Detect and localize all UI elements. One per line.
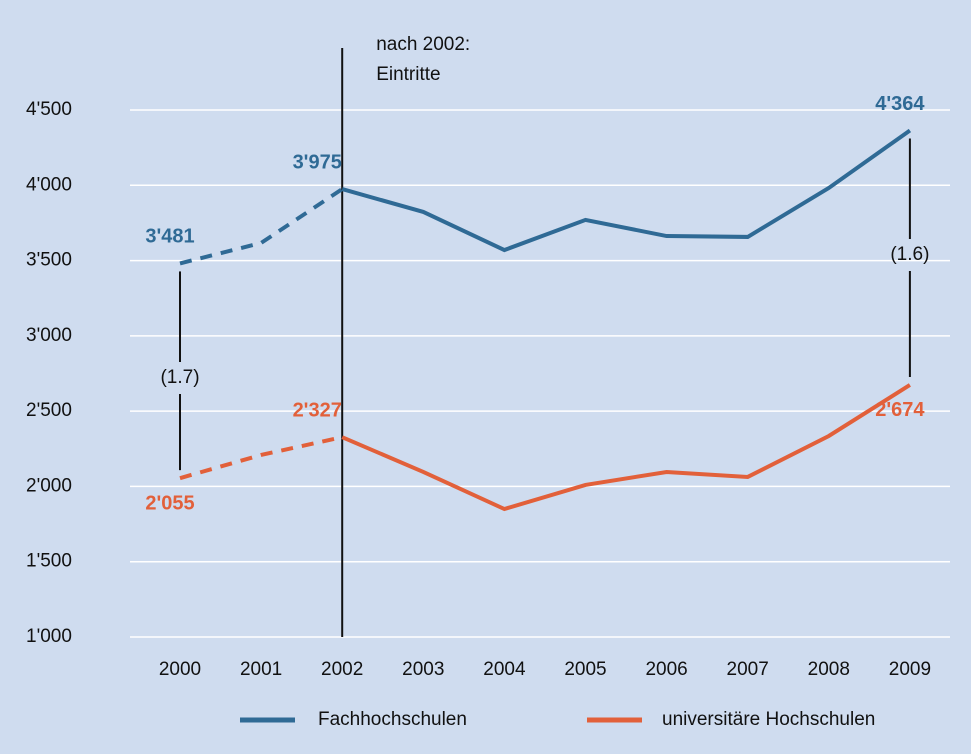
y-tick-label: 1'500 [26,551,72,572]
series-line [341,383,911,512]
y-tick-label: 2'000 [26,475,72,496]
x-tick-label: 2003 [402,659,444,680]
x-tick-label: 2001 [240,659,282,680]
marker-label: Eintritte [376,64,440,85]
y-tick-label: 3'000 [26,325,72,346]
legend-label: universitäre Hochschulen [662,709,875,730]
series-line [179,435,343,481]
data-label: 3'975 [293,151,342,173]
x-tick-label: 2007 [727,659,769,680]
x-tick-label: 2006 [645,659,687,680]
data-label: 4'364 [875,93,925,115]
y-tick-label: 4'000 [26,174,72,195]
x-tick-label: 2000 [159,659,201,680]
y-tick-label: 3'500 [26,250,72,271]
data-label: 2'055 [145,492,194,514]
data-label: 2'674 [875,399,925,421]
x-tick-label: 2004 [483,659,526,680]
y-tick-label: 1'000 [26,626,72,647]
marker-label: nach 2002: [376,34,470,55]
ratio-label: (1.7) [160,367,199,388]
ratio-label: (1.6) [890,244,929,265]
series-line [179,187,344,266]
legend-label: Fachhochschulen [318,709,467,730]
y-tick-label: 4'500 [26,99,72,120]
data-label: 2'327 [293,399,342,421]
series-line [341,128,912,253]
y-tick-label: 2'500 [26,400,72,421]
x-tick-label: 2002 [321,659,363,680]
data-label: 3'481 [145,226,194,248]
x-tick-label: 2009 [889,659,931,680]
x-tick-label: 2005 [564,659,606,680]
x-tick-label: 2008 [808,659,850,680]
